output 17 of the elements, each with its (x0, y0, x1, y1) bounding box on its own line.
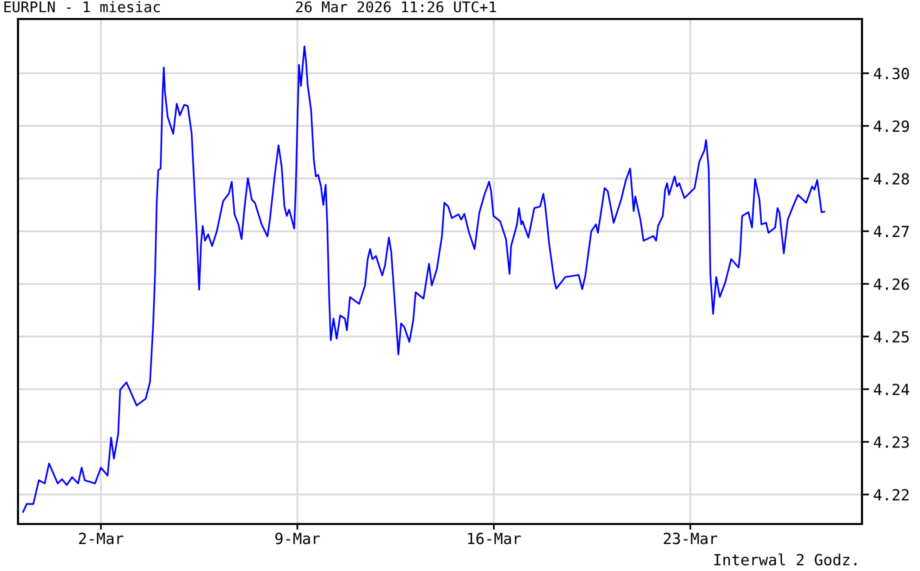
line-series (22, 46, 826, 513)
x-tick-label: 16-Mar (468, 532, 521, 544)
x-tick-label: 23-Mar (664, 532, 718, 544)
chart-title: EURPLN - 1 miesiac (4, 1, 160, 12)
x-tick-label: 2-Mar (79, 532, 124, 544)
text: Interwal 2 Godz. (714, 554, 856, 566)
chart-subtitle: 26 Mar 2026 11:26 UTC+1 (296, 1, 496, 12)
y-tick-label: 4.27 (874, 226, 909, 238)
y-tick-label: 4.22 (874, 489, 909, 500)
y-tick-label: 4.26 (874, 278, 909, 290)
y-tick-label: 4.28 (874, 173, 909, 185)
y-tick-label: 4.30 (874, 68, 909, 80)
y-tick-label: 4.23 (874, 436, 909, 448)
y-tick-label: 4.24 (874, 384, 910, 396)
y-tick-label: 4.25 (874, 331, 909, 343)
x-tick-label: 9-Mar (275, 532, 320, 544)
y-tick-label: 4.29 (874, 120, 909, 132)
